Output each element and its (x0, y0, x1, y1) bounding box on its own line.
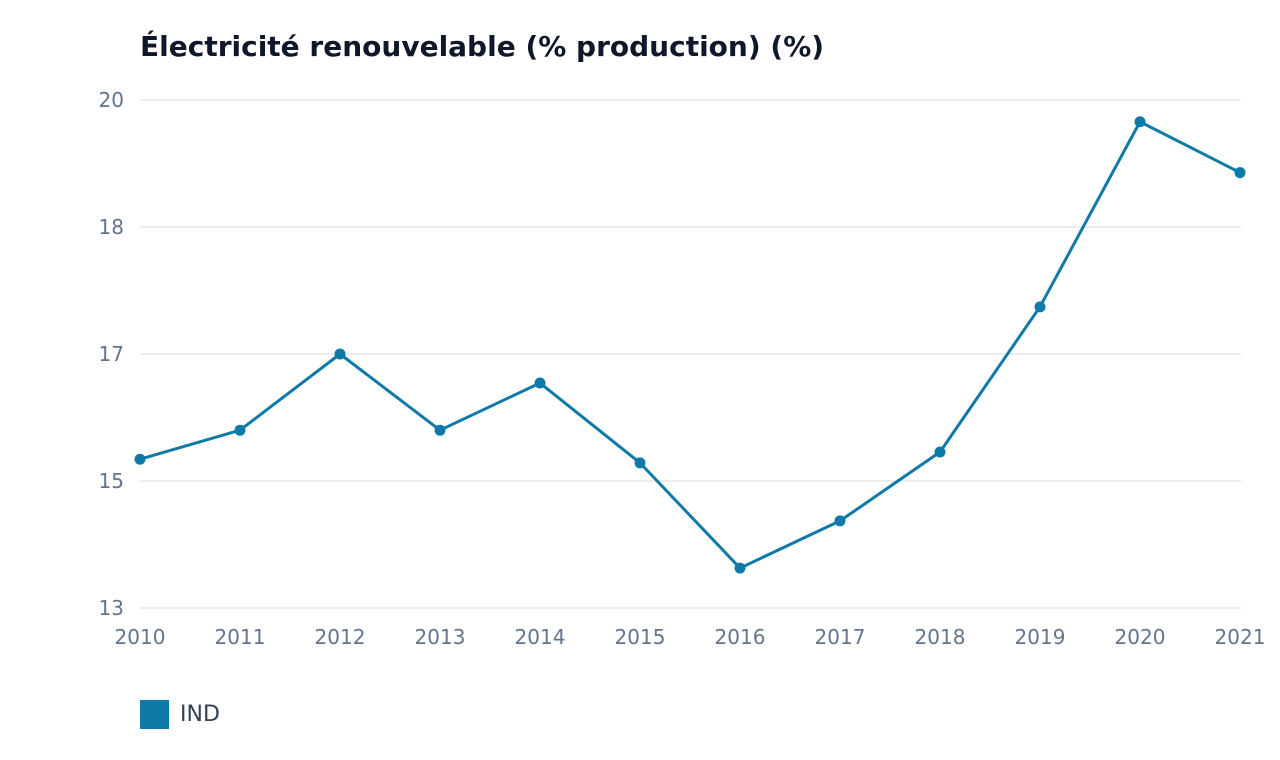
data-point-2016 (734, 562, 746, 574)
data-point-2018 (934, 446, 946, 458)
data-point-2019 (1034, 301, 1046, 313)
data-point-2013 (434, 424, 446, 436)
legend-swatch-ind (140, 700, 169, 729)
series-layer (134, 116, 1246, 574)
y-tick-label-3: 15 (99, 469, 124, 493)
y-axis-ticks: 20 18 17 15 13 (99, 88, 124, 620)
legend: IND (140, 700, 220, 729)
x-tick-label-2018: 2018 (915, 625, 966, 649)
y-tick-label-4: 13 (99, 596, 124, 620)
x-tick-label-2017: 2017 (815, 625, 866, 649)
y-tick-label-1: 18 (99, 215, 124, 239)
x-axis-ticks: 2010 2011 2012 2013 2014 2015 2016 2017 2018 2019… (115, 625, 1266, 649)
data-point-2012 (334, 348, 346, 360)
data-point-2017 (834, 515, 846, 527)
data-point-2021 (1234, 167, 1246, 179)
grid-lines (140, 99, 1241, 609)
chart-title: Électricité renouvelable (% production) … (140, 30, 825, 63)
data-point-2015 (634, 457, 646, 469)
x-tick-label-2019: 2019 (1015, 625, 1066, 649)
x-tick-label-2015: 2015 (615, 625, 666, 649)
x-tick-label-2012: 2012 (315, 625, 366, 649)
series-line-ind (138, 120, 1242, 570)
legend-label-ind: IND (180, 702, 220, 727)
data-point-2014 (534, 377, 546, 389)
x-tick-label-2014: 2014 (515, 625, 566, 649)
x-tick-label-2020: 2020 (1115, 625, 1166, 649)
data-point-2020 (1134, 116, 1146, 128)
x-tick-label-2010: 2010 (115, 625, 166, 649)
y-tick-label-2: 17 (99, 342, 124, 366)
x-tick-label-2016: 2016 (715, 625, 766, 649)
data-point-2011 (234, 424, 246, 436)
data-point-2010 (134, 453, 146, 465)
x-tick-label-2013: 2013 (415, 625, 466, 649)
y-tick-label-0: 20 (99, 88, 124, 112)
x-tick-label-2021: 2021 (1215, 625, 1266, 649)
x-tick-label-2011: 2011 (215, 625, 266, 649)
